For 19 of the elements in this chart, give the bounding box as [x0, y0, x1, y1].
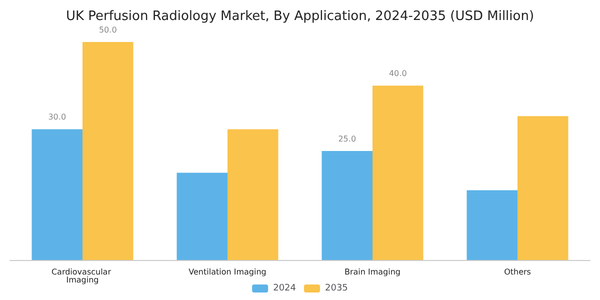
x-tick-label: Others: [504, 268, 531, 276]
bar: [322, 151, 372, 260]
data-label: 30.0: [48, 112, 66, 122]
bar: [466, 190, 518, 260]
x-tick-label: Cardiovascular Imaging: [51, 268, 114, 284]
x-tick-label: Ventilation Imaging: [188, 268, 266, 276]
bar: [518, 116, 568, 260]
data-label: 50.0: [98, 26, 117, 34]
legend-label: 2024: [273, 284, 296, 294]
bar: [176, 172, 228, 260]
chart-title: UK Perfusion Radiology Market, By Application, 2024-2035 (USD Million): [66, 9, 534, 24]
bar: [82, 42, 134, 260]
legend-label: 2035: [325, 284, 348, 294]
bar: [32, 129, 82, 260]
bar: [372, 86, 424, 260]
data-label: 25.0: [338, 134, 356, 144]
bar: [228, 129, 278, 260]
data-label: 40.0: [388, 69, 407, 78]
x-tick-label: Brain Imaging: [344, 268, 401, 276]
